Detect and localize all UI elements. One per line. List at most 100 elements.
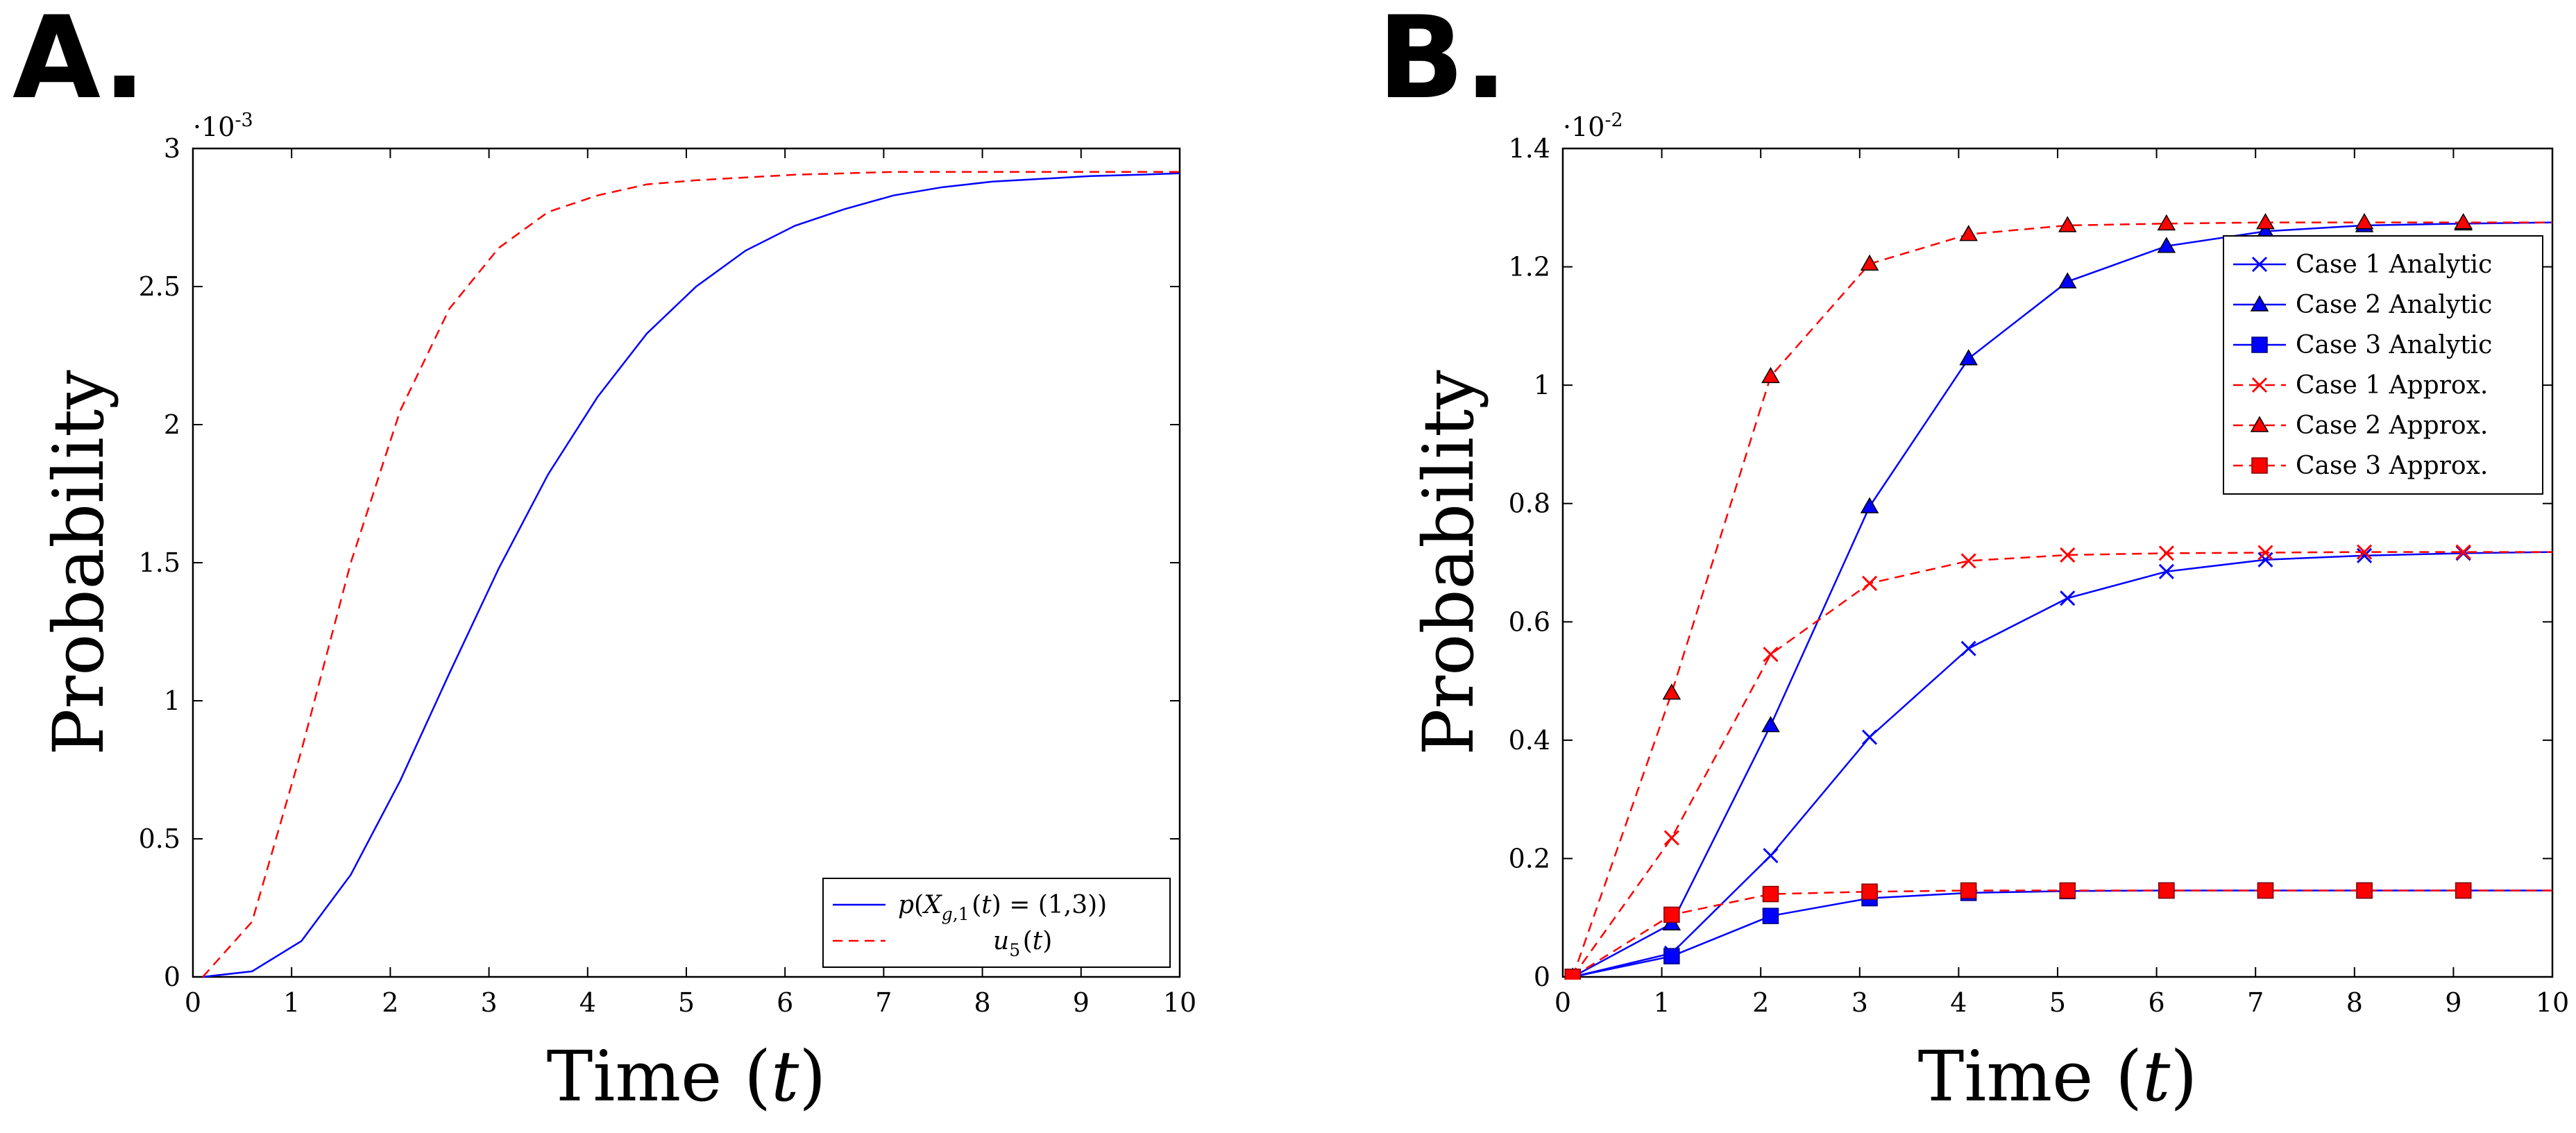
x-tick-label: 0: [185, 987, 201, 1018]
data-point: [2455, 544, 2471, 560]
data-point: [1960, 553, 1976, 569]
data-point: [1564, 969, 1582, 980]
text-run: .: [2480, 452, 2488, 480]
text-run: ) = (1,3)): [992, 891, 1107, 919]
legend-label: u5 (t): [993, 927, 1052, 960]
x-tick-label: 6: [2149, 987, 2165, 1018]
legend-label: Case 2 Analytic: [2296, 291, 2492, 319]
panel-letter-a: A.: [12, 0, 146, 124]
series-u-5-t: [202, 171, 1180, 978]
text-run: 1: [2357, 371, 2389, 400]
text-run: Case: [2296, 250, 2357, 279]
text-run: 2: [2357, 411, 2389, 440]
text-run: g: [942, 904, 953, 924]
text-run: 3: [2357, 452, 2389, 480]
data-point: [2158, 545, 2174, 561]
panel-letter-b: B.: [1378, 0, 1507, 124]
legend-label: p(Xg,1 (t) = (1,3)): [898, 891, 1107, 924]
data-point: [1663, 906, 1680, 923]
y-tick-label: 2: [164, 409, 180, 440]
text-run: ·10: [1563, 112, 1604, 142]
text-run: ): [799, 1036, 826, 1117]
y-axis-title: Probability: [1408, 370, 1489, 756]
legend: p(Xg,1 (t) = (1,3))u5 (t): [822, 878, 1171, 968]
y-tick-label: 1.2: [1509, 252, 1550, 282]
series-line-u-5-t: [202, 171, 1180, 978]
y-tick-label: 1.5: [139, 547, 180, 578]
x-tick-label: 4: [579, 987, 596, 1018]
data-point: [1959, 349, 1978, 366]
text-run: Case: [2296, 331, 2357, 359]
text-run: Case: [2296, 452, 2357, 480]
x-tick-label: 3: [481, 987, 498, 1018]
x-tick-label: 5: [2049, 987, 2066, 1018]
legend-label: Case 1 Approx.: [2296, 371, 2488, 400]
data-point: [2257, 545, 2273, 561]
y-tick-label: 0.6: [1509, 606, 1550, 637]
text-run: Analytic: [2389, 250, 2493, 279]
data-point: [1663, 948, 1680, 964]
data-point: [1959, 225, 1978, 241]
x-tick-label: 3: [1852, 987, 1868, 1018]
data-point: [2060, 590, 2076, 606]
series-line-case-3-analytic: [1573, 889, 2552, 978]
text-run: t: [1033, 927, 1043, 955]
data-point: [1860, 254, 1879, 271]
text-run: t: [981, 891, 992, 919]
y-tick-label: 1.4: [1509, 133, 1550, 164]
text-run: Time: [1918, 1036, 2094, 1117]
y-tick-label: 0.2: [1509, 843, 1550, 874]
legend-label: Case 3 Approx.: [2296, 452, 2488, 480]
text-run: 1: [2357, 250, 2389, 279]
data-point: [1663, 830, 1679, 846]
data-point: [2455, 882, 2472, 899]
y-tick-label: 0: [1534, 962, 1550, 992]
x-tick-label: 5: [678, 987, 695, 1018]
legend-item: Case 2 Approx.: [2233, 411, 2488, 440]
series-line-case-3-approx: [1572, 889, 2552, 978]
data-point: [2257, 882, 2274, 899]
series-line-p-x-g-1-t-1-3: [203, 172, 1180, 978]
data-point: [1762, 885, 1779, 903]
text-run: Approx: [2389, 452, 2480, 480]
x-tick-label: 2: [1752, 987, 1769, 1018]
data-point: [2058, 272, 2077, 289]
data-point: [1960, 640, 1976, 656]
x-tick-label: 8: [974, 987, 991, 1018]
legend-item: Case 3 Approx.: [2233, 452, 2488, 480]
text-run: Approx: [2389, 411, 2480, 440]
x-tick-label: 6: [777, 987, 793, 1018]
data-point: [1861, 883, 1878, 900]
series-case-3-approx: [1564, 882, 2552, 980]
data-point: [2355, 213, 2374, 230]
text-run: 5: [1009, 940, 1020, 960]
x-tick-label: 10: [2536, 987, 2569, 1018]
text-run: Case: [2296, 411, 2357, 440]
text-run: (: [914, 891, 924, 919]
y-tick-label: 2.5: [139, 271, 180, 302]
legend-marker: [2251, 457, 2268, 474]
legend-marker: [2251, 256, 2268, 273]
x-tick-label: 7: [2247, 987, 2264, 1018]
legend-item: Case 2 Analytic: [2233, 291, 2492, 319]
data-point: [2157, 237, 2176, 253]
y-tick-label: 1: [1534, 370, 1550, 400]
x-tick-label: 0: [1554, 987, 1571, 1018]
text-run: -2: [1604, 110, 1622, 131]
series-line-case-1-approx: [1572, 551, 2552, 978]
x-tick-label: 4: [1950, 987, 1967, 1018]
legend-label: Case 3 Analytic: [2296, 331, 2492, 359]
text-run: ·10: [193, 112, 235, 142]
y-tick-label: 0.5: [139, 824, 180, 854]
x-tick-label: 9: [2445, 987, 2461, 1018]
text-run: [1623, 112, 1626, 142]
legend-marker: [2250, 416, 2269, 432]
legend-box: [822, 878, 1171, 968]
text-run: Time: [547, 1036, 722, 1117]
data-point: [2256, 213, 2275, 230]
y-tick-label: 1: [164, 685, 180, 716]
text-run: [253, 112, 256, 142]
x-tick-label: 1: [283, 987, 300, 1018]
